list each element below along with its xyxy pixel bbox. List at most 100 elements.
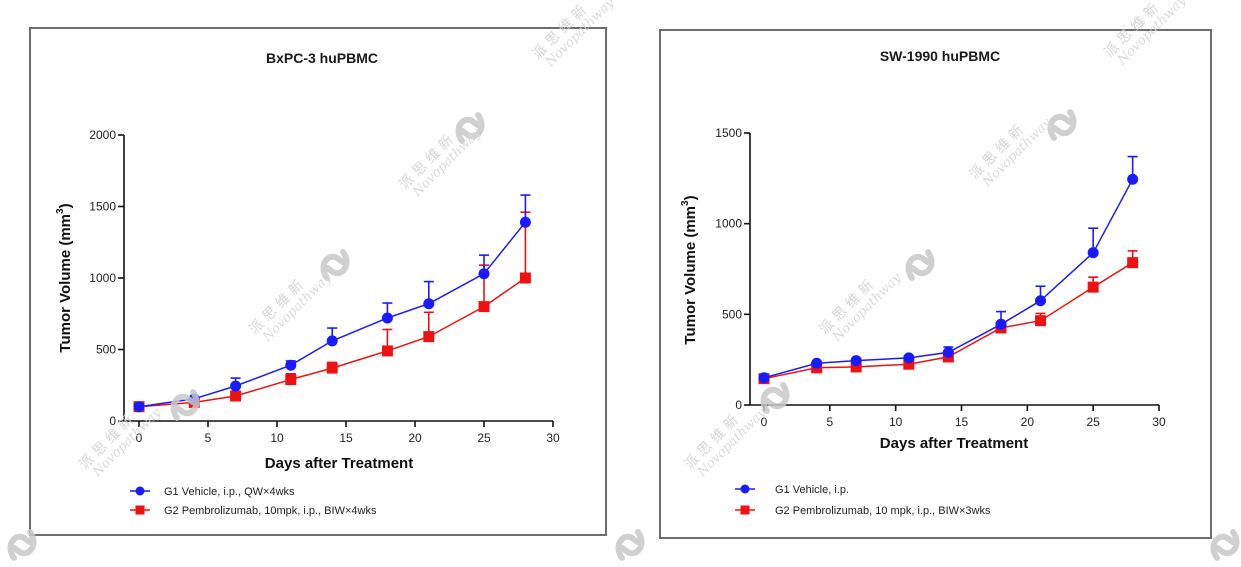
watermark-logo-icon [455,112,485,144]
x-axis-label: Days after Treatment [880,435,1028,452]
y-tick-label: 2000 [89,128,116,142]
watermark-logo-icon [1210,529,1240,561]
data-point [478,301,490,313]
y-tick-label: 500 [722,307,742,321]
data-point [1127,257,1139,269]
legend-item: G2 Pembrolizumab, 10 mpk, i.p., BIW×3wks [735,505,991,517]
logo-arc [11,529,37,557]
x-tick-label: 20 [408,431,422,445]
data-point [519,216,531,228]
watermark-logo-icon [760,382,790,414]
legend: G1 Vehicle, i.p. G2 Pembrolizumab, 10 mpk… [735,484,991,517]
y-axis-label-superscript: 3 [55,208,66,214]
y-axis-label-text: Tumor Volume (mm [57,214,74,353]
y-tick-label: 0 [735,398,742,412]
x-tick-label: 5 [826,415,833,429]
x-tick-label: 10 [270,431,284,445]
legend-marker [135,486,145,496]
y-axis-label-text: Tumor Volume (mm [682,206,699,345]
x-tick-label: 20 [1021,415,1035,429]
x-tick-label: 30 [546,431,560,445]
chart-title: SW-1990 huPBMC [880,48,1000,64]
x-axis-label: Days after Treatment [265,455,413,472]
watermark-logo-icon [1047,109,1077,141]
data-point [381,312,393,324]
x-tick-label: 10 [889,415,903,429]
legend-marker [740,484,750,494]
plot-area: 0 500 1000 1500 0 5 10 15 20 25 30 [715,126,1166,429]
legend-item: G2 Pembrolizumab, 10mpk, i.p., BIW×4wks [130,505,377,517]
logo-arc [1214,529,1240,557]
data-point [478,268,490,280]
x-tick-label: 5 [205,431,212,445]
logo-arc [760,386,786,414]
x-tick-label: 25 [477,431,491,445]
data-point [326,362,338,374]
data-point [903,352,915,364]
legend-label: G1 Vehicle, i.p., QW×4wks [164,486,295,498]
data-point [285,374,297,386]
data-point [230,390,242,402]
logo-arc [619,529,645,557]
data-point [1035,315,1046,327]
data-point [423,331,435,343]
y-tick-label: 0 [109,414,116,428]
x-tick-label: 30 [1152,415,1166,429]
x-tick-label: 0 [136,431,143,445]
logo-arc [1047,113,1073,141]
data-point [285,359,297,371]
y-axis-label-close: ) [682,195,699,200]
data-point [811,357,823,369]
y-tick-label: 1000 [89,271,116,285]
data-point [995,318,1007,330]
panel-frame [659,29,1212,539]
logo-arc [455,116,481,144]
data-point [850,361,862,373]
logo-arc [615,533,641,561]
x-tick-label: 15 [955,415,969,429]
panel-bxpc3: BxPC-3 huPBMC 0 500 1000 1500 2000 0 5 10 15 20 25… [29,27,607,536]
legend-label: G1 Vehicle, i.p. [775,484,849,496]
series-g1-vehicle [758,155,1139,384]
legend-marker [740,505,750,515]
data-point [850,355,862,367]
y-axis-label: Tumor Volume (mm3) [680,195,699,344]
y-tick-label: 1500 [89,200,116,214]
x-tick-label: 25 [1086,415,1100,429]
watermark-logo-icon [615,529,645,561]
logo-arc [7,533,33,561]
data-point [1087,281,1099,293]
y-tick-label: 1500 [715,126,742,140]
panel-frame [29,27,607,536]
data-point [133,401,145,413]
legend-label: G2 Pembrolizumab, 10 mpk, i.p., BIW×3wks [775,505,991,517]
logo-arc [764,382,790,410]
logo-arc [324,249,350,277]
series-g1-vehicle [133,194,531,413]
y-axis-label-superscript: 3 [680,200,691,206]
logo-arc [1051,109,1077,137]
watermark-logo-icon [905,249,935,281]
data-point [423,298,435,310]
logo-arc [905,253,931,281]
legend: G1 Vehicle, i.p., QW×4wks G2 Pembrolizuma… [130,486,377,517]
logo-arc [909,249,935,277]
legend-marker [135,505,145,515]
x-tick-label: 15 [339,431,353,445]
y-axis-label: Tumor Volume (mm3) [55,203,74,352]
watermark-logo-icon [320,249,350,281]
logo-arc [459,112,485,140]
logo-arc [1210,533,1236,561]
data-point [1087,247,1099,259]
data-point [1127,173,1139,185]
chart-title: BxPC-3 huPBMC [266,50,378,66]
data-point [519,272,531,284]
data-point [903,358,915,370]
legend-label: G2 Pembrolizumab, 10mpk, i.p., BIW×4wks [164,505,377,517]
y-tick-label: 500 [96,343,116,357]
data-point [230,380,242,392]
data-point [326,335,338,347]
data-point [381,345,393,357]
